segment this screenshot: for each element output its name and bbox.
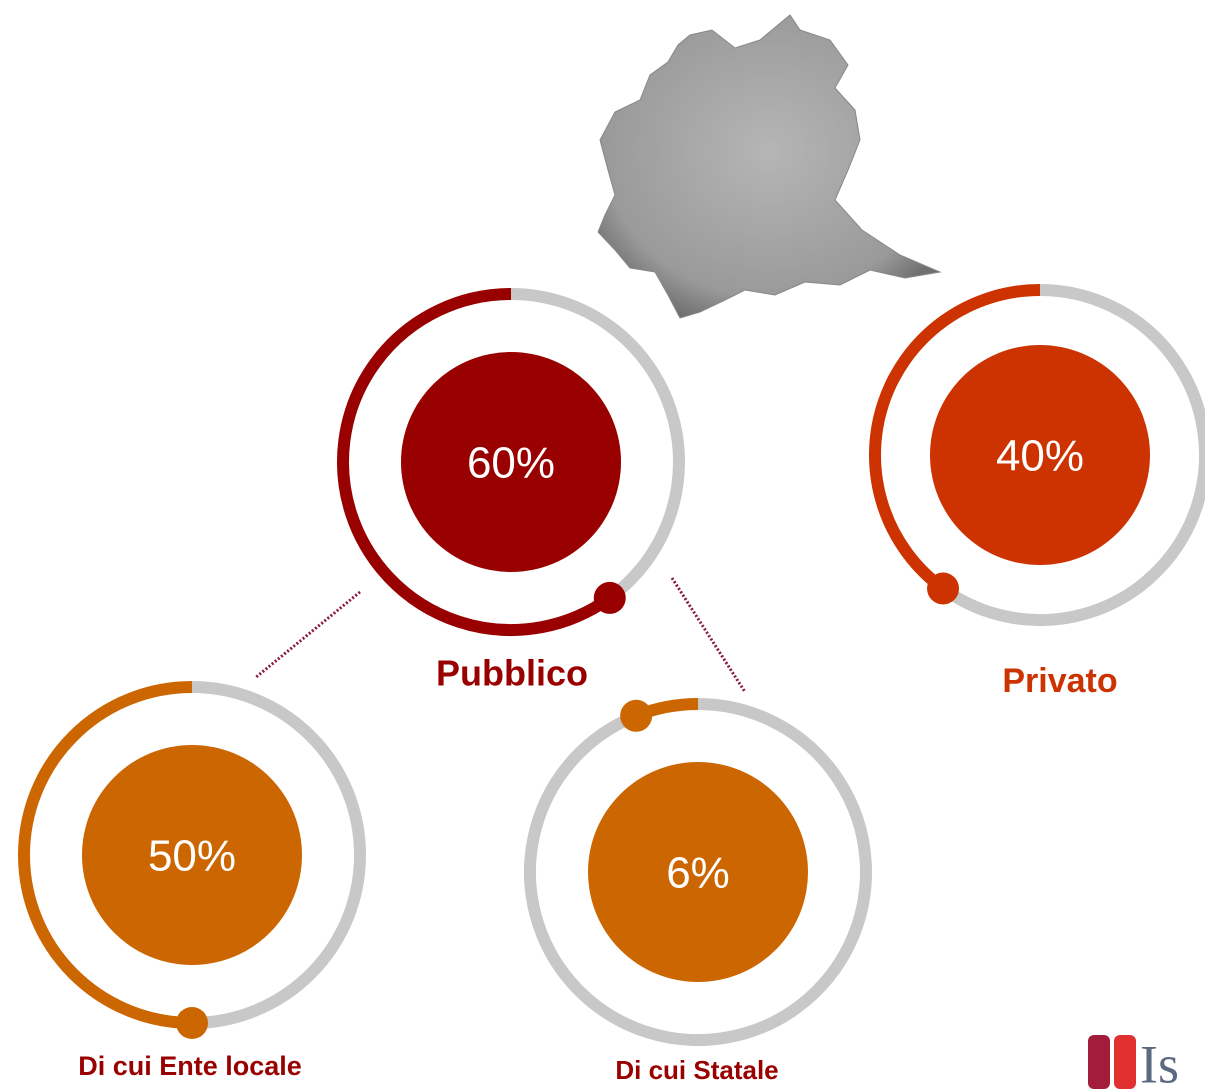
logo-text: Is	[1140, 1034, 1179, 1089]
gauge-title: Di cui Ente locale	[78, 1051, 302, 1081]
gauge-title: Pubblico	[436, 653, 588, 694]
gauge-value-label: 60%	[467, 439, 555, 488]
gauge-end-dot	[593, 581, 626, 614]
gauge-center	[588, 762, 808, 982]
gauge-arc	[337, 288, 614, 636]
logo-mark	[1088, 1035, 1110, 1089]
gauge-title: Privato	[1002, 662, 1117, 700]
logo-mark	[1114, 1035, 1136, 1089]
gauge-center	[930, 345, 1150, 565]
gauge-center	[82, 745, 302, 965]
gauge-value-label: 50%	[148, 832, 236, 881]
gauge-center	[401, 352, 621, 572]
gauge-track	[191, 681, 366, 1029]
gauge-end-dot	[176, 1007, 208, 1039]
connector-line	[670, 577, 747, 693]
connector-line	[254, 590, 361, 680]
gauge-arc	[18, 681, 193, 1029]
gauge-track	[524, 698, 872, 1046]
gauge-track	[510, 288, 685, 603]
gauge-value-label: 40%	[996, 432, 1084, 481]
gauge-value-label: 6%	[666, 849, 730, 898]
region-map	[597, 14, 942, 319]
gauge-title: Di cui Statale	[615, 1055, 778, 1085]
gauge-arc	[869, 284, 1041, 594]
gauge-end-dot	[927, 572, 960, 605]
gauge-end-dot	[620, 699, 653, 732]
gauge-track	[939, 284, 1205, 626]
